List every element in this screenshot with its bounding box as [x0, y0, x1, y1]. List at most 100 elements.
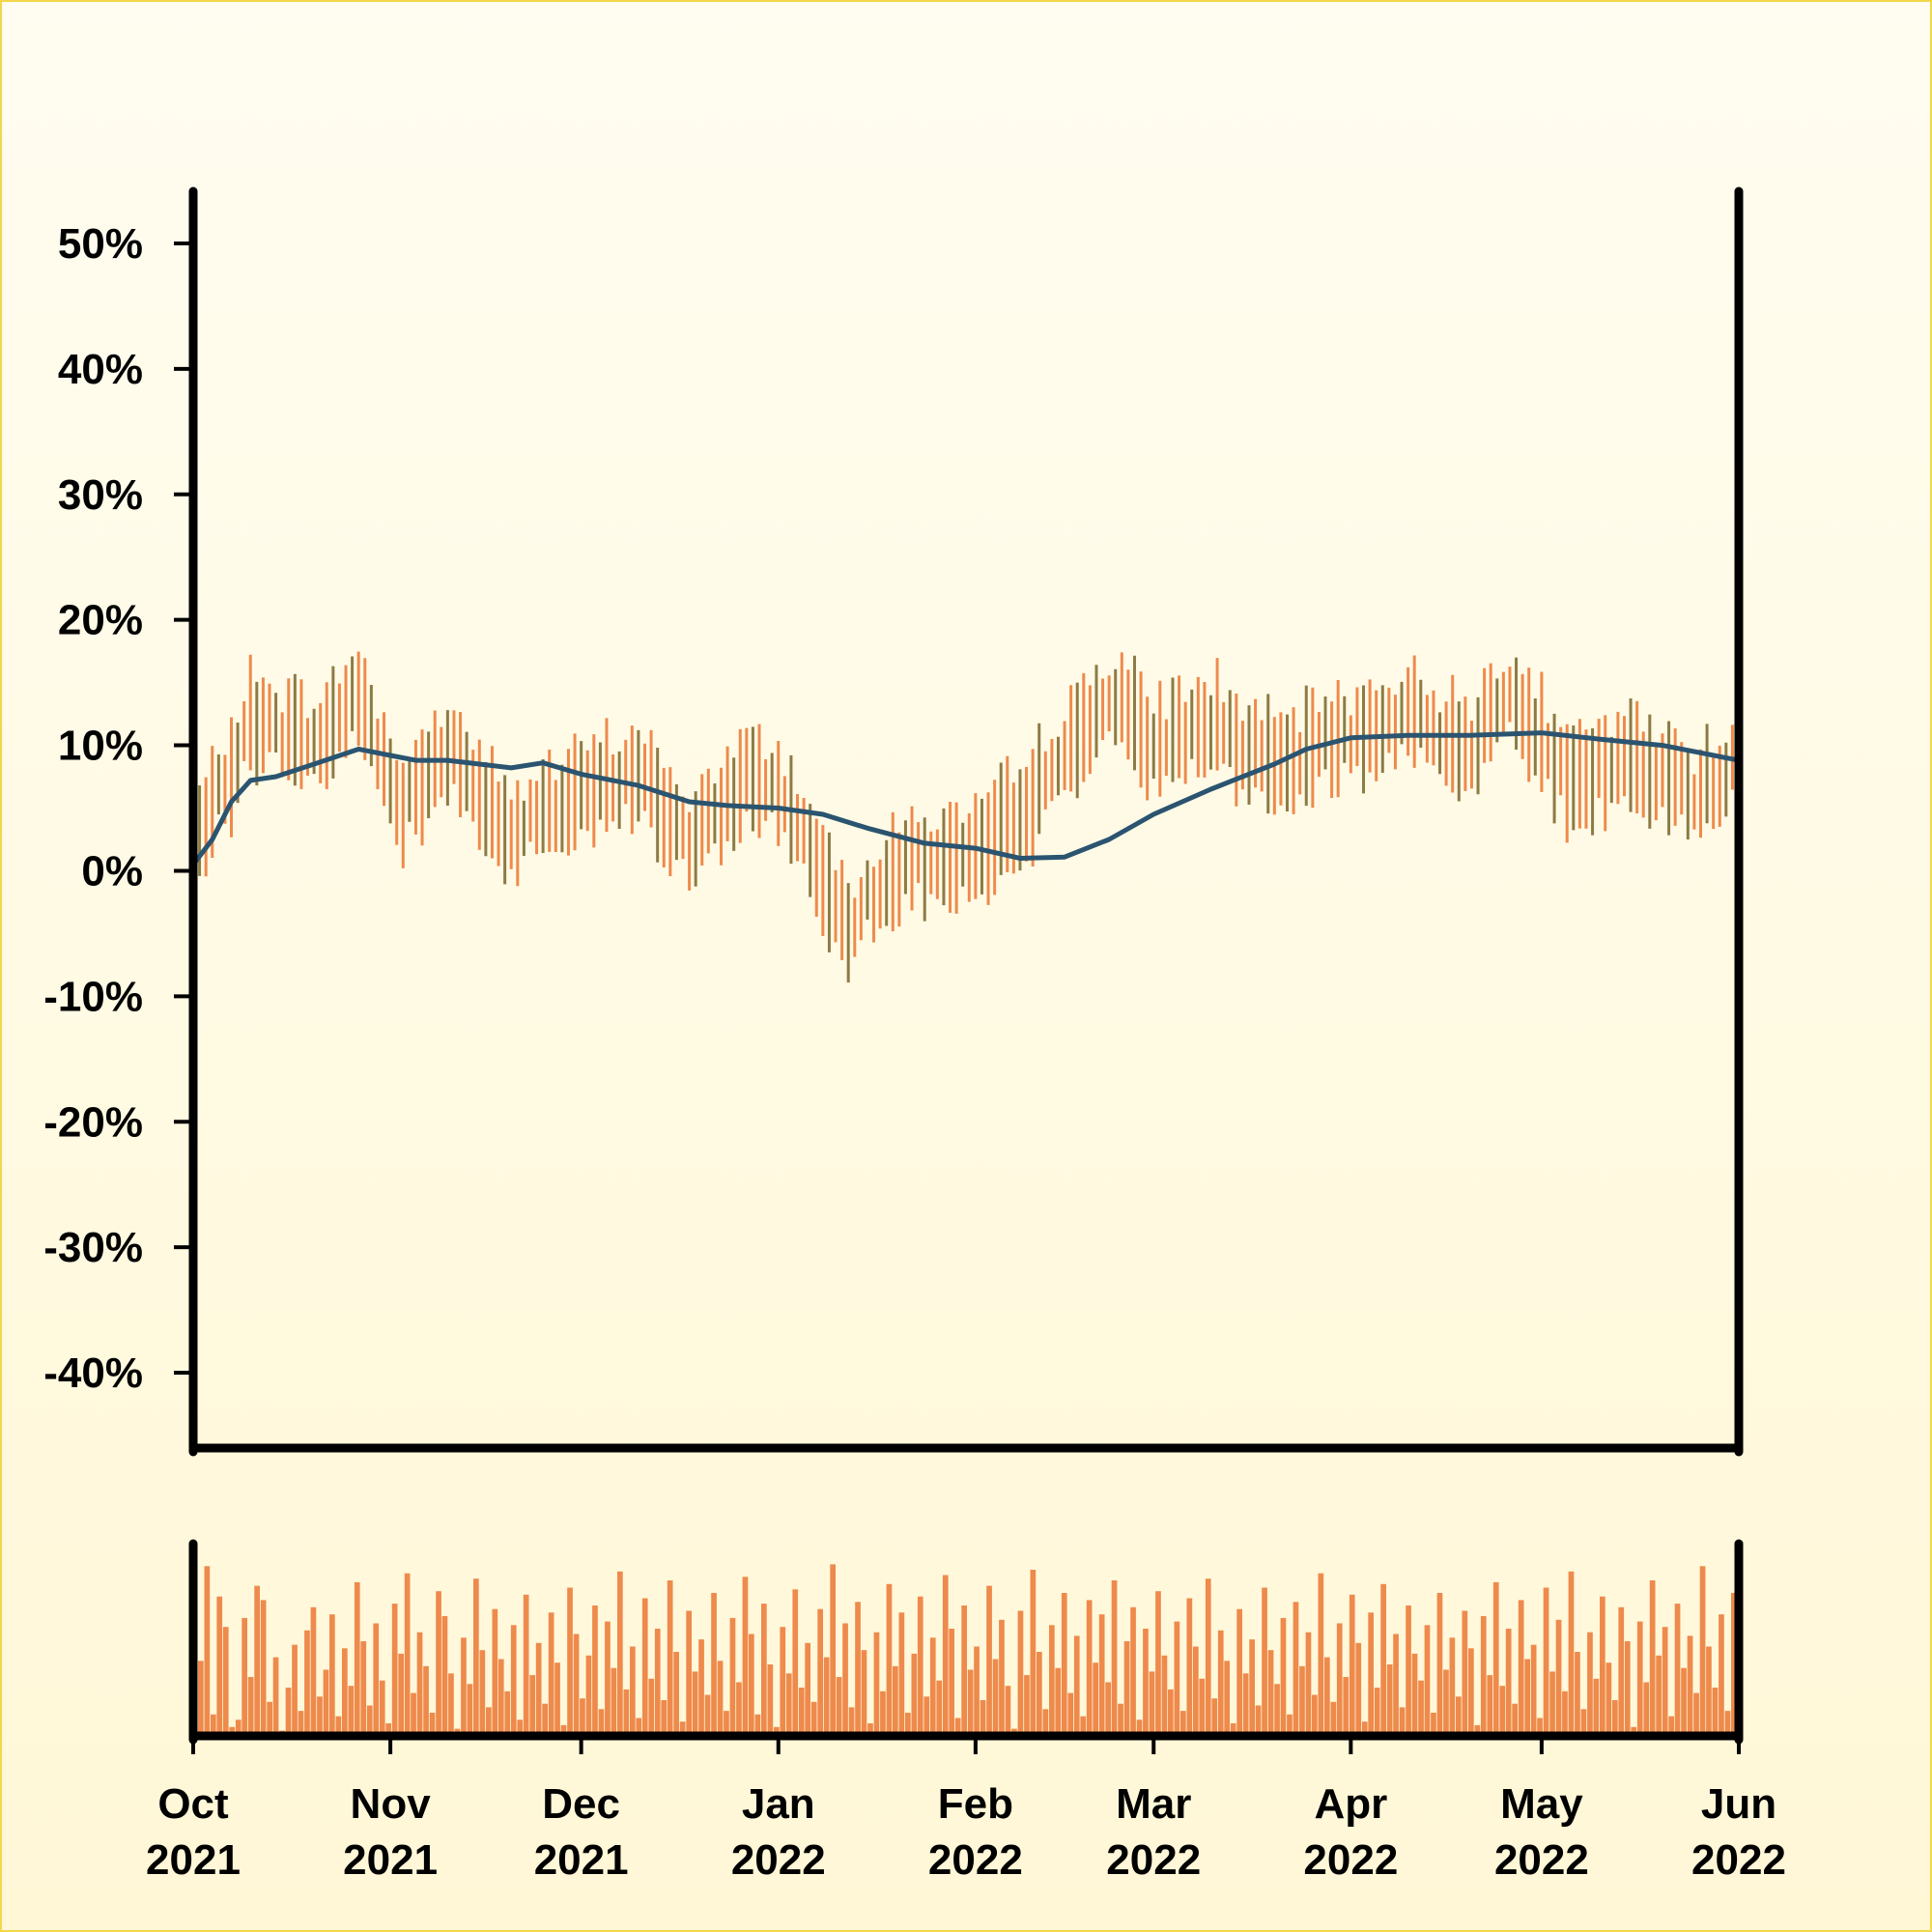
- volume-bar: [510, 1625, 517, 1736]
- volume-bar: [767, 1664, 774, 1736]
- volume-bar: [774, 1726, 780, 1737]
- volume-bar: [1462, 1610, 1468, 1736]
- volume-bar: [1436, 1593, 1443, 1736]
- volume-bar: [1687, 1635, 1693, 1736]
- volume-bar: [229, 1726, 236, 1737]
- x-tick-year-label: 2022: [1106, 1836, 1201, 1884]
- volume-bar: [648, 1678, 655, 1736]
- volume-bar: [317, 1696, 323, 1736]
- volume-bar: [717, 1661, 724, 1736]
- volume-bar: [211, 1714, 216, 1736]
- y-axis-ticks: 50% 40% 30% 20% 10% 0% -10% -20% -30% -40%: [43, 220, 193, 1397]
- volume-bar: [391, 1604, 398, 1736]
- volume-bar: [1499, 1686, 1506, 1736]
- volume-bar: [1098, 1614, 1105, 1736]
- volume-bar: [1681, 1667, 1687, 1736]
- volume-bar: [1149, 1671, 1155, 1736]
- volume-bar: [1230, 1723, 1236, 1736]
- volume-bar: [1480, 1616, 1487, 1736]
- volume-bar: [1037, 1652, 1042, 1736]
- volume-bar: [929, 1637, 936, 1737]
- volume-bar: [848, 1707, 855, 1736]
- y-tick-label: 0%: [81, 847, 143, 895]
- volume-bar: [342, 1648, 348, 1736]
- volume-bar: [1174, 1621, 1180, 1736]
- volume-bar: [1643, 1682, 1650, 1736]
- volume-bar: [785, 1673, 792, 1737]
- volume-bar: [235, 1719, 242, 1736]
- volume-bar: [529, 1675, 535, 1736]
- volume-bar: [692, 1671, 698, 1736]
- volume-bar: [1093, 1662, 1098, 1736]
- volume-bar: [379, 1680, 385, 1737]
- volume-bar: [1543, 1587, 1549, 1736]
- volume-bar: [567, 1587, 573, 1736]
- volume-bar: [1299, 1665, 1305, 1736]
- volume-bar: [749, 1634, 754, 1736]
- x-tick-month-label: May: [1500, 1780, 1583, 1828]
- volume-bar: [780, 1627, 786, 1736]
- volume-bar: [1380, 1583, 1386, 1737]
- volume-bar: [1449, 1637, 1456, 1737]
- volume-bar: [1361, 1721, 1368, 1736]
- x-tick-year-label: 2022: [1303, 1836, 1398, 1884]
- x-tick-month-label: Jan: [742, 1780, 815, 1828]
- volume-bar: [1724, 1711, 1731, 1736]
- volume-bar: [517, 1719, 524, 1736]
- volume-bar: [704, 1694, 711, 1737]
- volume-bar: [1386, 1664, 1393, 1736]
- volume-bar: [736, 1682, 742, 1736]
- volume-bar: [1180, 1711, 1186, 1736]
- volume-bar: [880, 1690, 886, 1737]
- volume-bar: [354, 1581, 360, 1736]
- volume-bar: [580, 1698, 585, 1737]
- volume-bar: [1487, 1675, 1493, 1736]
- volume-bar: [679, 1721, 686, 1736]
- volume-bar: [492, 1608, 498, 1736]
- volume-bar: [967, 1669, 974, 1736]
- volume-bar: [285, 1688, 292, 1736]
- volume-bar: [1587, 1632, 1593, 1736]
- x-tick-year-label: 2021: [146, 1836, 241, 1884]
- volume-bar: [1005, 1686, 1011, 1736]
- volume-bar: [1593, 1678, 1600, 1736]
- volume-bar: [592, 1605, 598, 1736]
- volume-bar: [1262, 1587, 1267, 1736]
- volume-bar: [898, 1612, 905, 1736]
- volume-bar: [554, 1662, 560, 1736]
- volume-bar: [1280, 1617, 1287, 1736]
- volume-bar: [523, 1594, 529, 1736]
- volume-bar: [623, 1689, 630, 1736]
- volume-bar: [1312, 1694, 1318, 1737]
- volume-bar: [1731, 1593, 1737, 1736]
- volume-bar: [404, 1573, 411, 1736]
- volume-bar: [1662, 1627, 1668, 1736]
- volume-bar: [1562, 1690, 1568, 1737]
- y-tick-label: 50%: [58, 220, 143, 268]
- volume-bar: [810, 1701, 817, 1736]
- volume-bar: [636, 1718, 642, 1736]
- volume-bar: [436, 1591, 441, 1737]
- volume-bar: [1217, 1630, 1224, 1736]
- volume-bar: [1568, 1571, 1575, 1736]
- volume-bar: [267, 1701, 272, 1736]
- volume-bar: [292, 1644, 298, 1737]
- volume-bar: [729, 1617, 736, 1736]
- volume-bar: [1061, 1593, 1067, 1736]
- volume-bar: [1530, 1644, 1537, 1737]
- volume-bar: [260, 1600, 267, 1736]
- volume-bar: [1512, 1703, 1518, 1736]
- volume-bar: [830, 1564, 836, 1736]
- axes: [188, 186, 1744, 1745]
- volume-bar: [836, 1677, 842, 1737]
- volume-bar: [216, 1596, 223, 1736]
- volume-bar: [1418, 1680, 1424, 1737]
- volume-bar: [1349, 1594, 1355, 1736]
- volume-bar: [1624, 1641, 1631, 1737]
- volume-bar: [893, 1665, 898, 1736]
- volume-bar: [1355, 1642, 1362, 1736]
- volume-bar: [254, 1585, 260, 1736]
- y-tick-label: 10%: [58, 723, 143, 770]
- volume-bar: [1205, 1578, 1211, 1736]
- volume-bar: [805, 1642, 810, 1736]
